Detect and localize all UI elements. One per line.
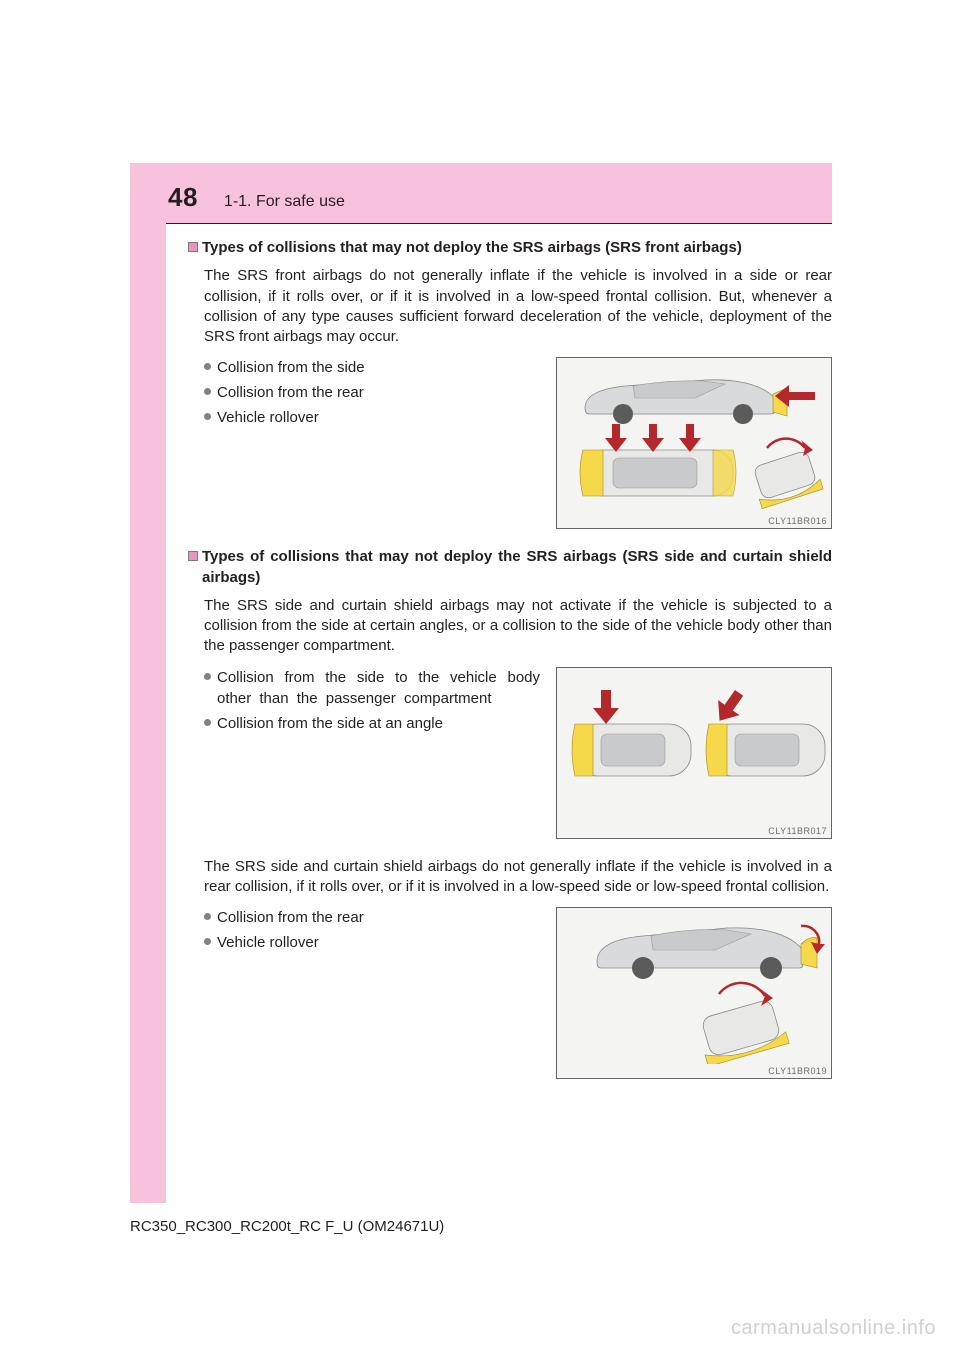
list-item: Collision from the rear	[204, 382, 540, 403]
figure-3-label: CLY11BR019	[557, 1064, 831, 1078]
dot-icon	[204, 913, 211, 920]
content-area: Types of collisions that may not deploy …	[188, 238, 832, 1097]
bullets-1: Collision from the side Collision from t…	[204, 357, 556, 432]
figure-1: CLY11BR016	[556, 357, 832, 529]
diagram-collision-side-angle	[557, 668, 833, 824]
dot-icon	[204, 363, 211, 370]
list-item: Collision from the side	[204, 357, 540, 378]
row-3: Collision from the rear Vehicle rollover	[204, 907, 832, 1079]
dot-icon	[204, 673, 211, 680]
heading-1-text: Types of collisions that may not deploy …	[202, 238, 832, 258]
square-bullet-icon	[188, 551, 198, 561]
figure-2: CLY11BR017	[556, 667, 832, 839]
para-3: The SRS side and curtain shield airbags …	[204, 857, 832, 898]
figure-2-label: CLY11BR017	[557, 824, 831, 838]
bullets-2: Collision from the side to the vehicle b…	[204, 667, 556, 738]
heading-1: Types of collisions that may not deploy …	[188, 238, 832, 266]
list-item: Collision from the rear	[204, 907, 540, 928]
row-2: Collision from the side to the vehicle b…	[204, 667, 832, 839]
section-title: 1-1. For safe use	[224, 193, 345, 213]
figure-3: CLY11BR019	[556, 907, 832, 1079]
page-header: 48 1-1. For safe use	[130, 163, 832, 223]
dot-icon	[204, 388, 211, 395]
figure-1-label: CLY11BR016	[557, 514, 831, 528]
heading-2: Types of collisions that may not deploy …	[188, 547, 832, 596]
bullets-3: Collision from the rear Vehicle rollover	[204, 907, 556, 957]
dot-icon	[204, 719, 211, 726]
diagram-collision-side-rear-rollover	[557, 358, 833, 514]
dot-icon	[204, 938, 211, 945]
list-item: Vehicle rollover	[204, 407, 540, 428]
manual-page: 48 1-1. For safe use Types of collisions…	[0, 0, 960, 1358]
list-item: Collision from the side to the vehicle b…	[204, 667, 540, 709]
page-number: 48	[168, 182, 198, 213]
watermark: carmanualsonline.info	[731, 1317, 936, 1340]
footer-model: RC350_RC300_RC200t_RC F_U (OM24671U)	[130, 1218, 444, 1235]
row-1: Collision from the side Collision from t…	[204, 357, 832, 529]
header-rule	[166, 223, 832, 224]
list-item: Collision from the side at an angle	[204, 713, 540, 734]
list-item: Vehicle rollover	[204, 932, 540, 953]
para-2: The SRS side and curtain shield airbags …	[204, 596, 832, 657]
diagram-collision-rear-rollover	[557, 908, 833, 1064]
para-1: The SRS front airbags do not generally i…	[204, 266, 832, 347]
side-tab	[130, 163, 166, 1203]
dot-icon	[204, 413, 211, 420]
square-bullet-icon	[188, 242, 198, 252]
heading-2-text: Types of collisions that may not deploy …	[202, 547, 832, 588]
